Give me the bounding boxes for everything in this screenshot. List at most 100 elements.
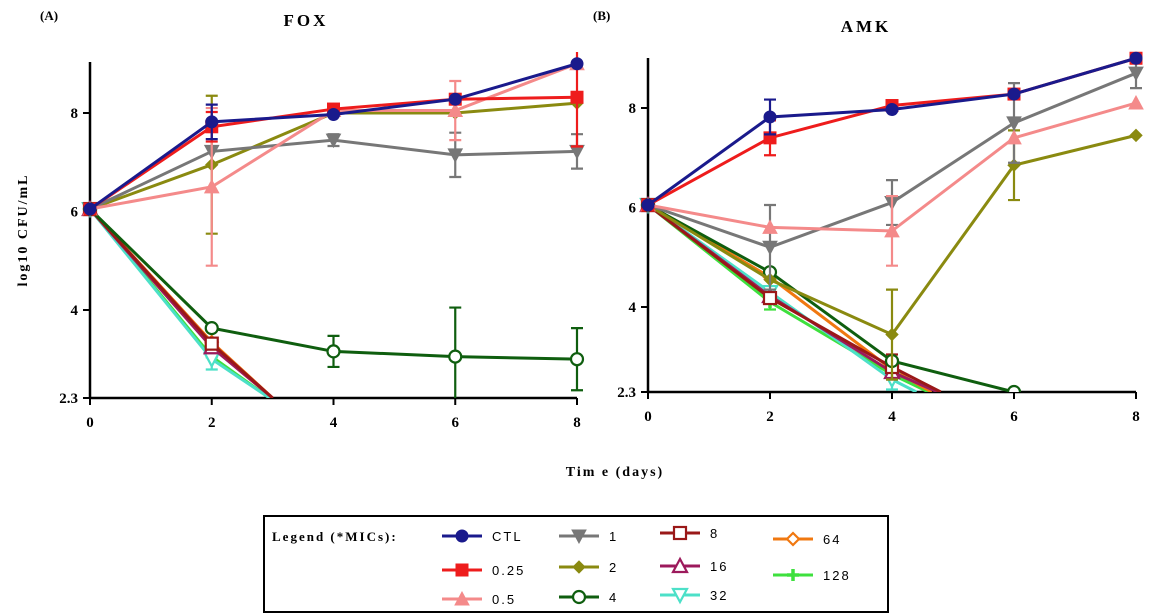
legend-item-8: 8 (660, 525, 719, 541)
panel-0-series-4-point (204, 321, 219, 336)
panel-1-series-0.5-point (884, 222, 900, 238)
legend-swatch-marker (455, 529, 469, 543)
panel-1-series-0.5 (640, 94, 1144, 267)
panel-1-series-1-point (1128, 66, 1144, 82)
panel-0-x-tick-label: 4 (330, 415, 338, 431)
panel-1-series-CTL-point (1007, 87, 1021, 101)
legend-item-0.25: 0.25 (442, 563, 525, 578)
panel-b-title: AMK (841, 17, 892, 36)
panel-1-x-tick-label: 2 (766, 409, 774, 425)
panel-0-x-tick-label: 6 (452, 415, 460, 431)
legend-item-64: 64 (773, 531, 841, 547)
panel-0-series-1 (82, 131, 585, 218)
panel-0-series-CTL-point (448, 92, 462, 106)
panel-1-series-0.5-point (1006, 129, 1022, 145)
legend-item-label: 4 (609, 590, 618, 605)
panel-0-series-1-point (447, 148, 464, 163)
legend-item-label: 32 (710, 588, 728, 603)
panel-1-series-8-line (647, 203, 942, 392)
panel-a-title: FOX (284, 11, 329, 30)
legend-item-1: 1 (559, 529, 618, 545)
legend-swatch-marker (454, 590, 470, 606)
panel-b-plot: 0 2 4 6 8 2.3 4 6 8 (617, 51, 1144, 425)
panel-0-series-0.25-point (570, 90, 584, 104)
panel-1-series-4-point (1006, 384, 1022, 392)
panel-a-plot: 0 2 4 6 8 2.3 4 6 8 (59, 52, 585, 431)
legend-item-16: 16 (660, 556, 728, 574)
panel-0-series-CTL-point (327, 107, 340, 121)
panel-0-series-1-point (325, 133, 342, 149)
panel-0-series-CTL-point (83, 202, 97, 216)
panel-0-series-0.5-point (203, 178, 220, 194)
panel-0-x-tick-label: 0 (86, 415, 94, 431)
panel-1-series-8-point (762, 290, 778, 306)
panel-0-x-tick-label: 2 (208, 415, 216, 431)
legend-item-label: 16 (710, 559, 728, 574)
panel-a-label: (A) (40, 8, 58, 23)
panel-1-series-CTL-point (641, 198, 655, 212)
legend-title: Legend (*MICs): (272, 529, 398, 544)
panel-1-x-tick-label: 0 (644, 409, 652, 425)
y-axis-label: log10 CFU/mL (16, 173, 31, 286)
panel-1-series-CTL (641, 51, 1143, 212)
panel-0-series-1-line (89, 138, 578, 211)
legend-item-label: 128 (823, 568, 851, 583)
legend-items: CTL 0.25 0.5 1 2 4 8 16 32 64 128 (442, 525, 851, 607)
panel-0-series-4-point (569, 352, 585, 367)
panel-0-y-tick-label: 2.3 (59, 391, 78, 407)
legend-item-label: 2 (609, 560, 618, 575)
legend-item-label: 0.25 (492, 563, 525, 578)
panel-1-series-CTL-point (885, 102, 899, 116)
panel-1-y-tick-label: 8 (629, 101, 637, 117)
panel-1-x-tick-label: 6 (1010, 409, 1018, 425)
panel-1-series-1-point (1006, 116, 1022, 131)
legend-item-4: 4 (559, 589, 618, 605)
panel-0-y-tick-label: 4 (71, 303, 79, 319)
panel-0-y-tick-label: 8 (71, 106, 79, 122)
panel-1-series-2-point (1129, 128, 1143, 143)
panel-1-y-tick-label: 4 (629, 300, 637, 316)
legend-item-2: 2 (559, 560, 618, 575)
panel-1-series-128-line (647, 203, 930, 392)
legend-swatch-marker (455, 563, 469, 577)
legend-swatch-marker (671, 556, 689, 574)
legend-swatch-marker (787, 569, 799, 581)
legend-item-label: CTL (492, 529, 523, 544)
legend-item-label: 64 (823, 532, 841, 547)
legend-item-128: 128 (773, 568, 851, 583)
panel-0-y-tick-label: 6 (71, 205, 79, 221)
panel-0-series-0.25 (83, 52, 584, 216)
panel-0-x-tick-label: 8 (573, 415, 581, 431)
legend-item-0.5: 0.5 (442, 590, 514, 607)
panel-0-series-4-point (326, 344, 341, 359)
panel-1-x-tick-label: 4 (888, 409, 896, 425)
panel-1-series-CTL-point (1129, 51, 1143, 65)
legend-swatch-marker (672, 525, 688, 541)
panel-0-series-4 (82, 201, 585, 398)
panel-1-series-1-point (762, 240, 778, 256)
panel-1-series-0.5-point (1128, 94, 1144, 110)
legend-item-CTL: CTL (442, 529, 523, 544)
legend-item-label: 1 (609, 529, 618, 544)
panel-1-y-tick-label: 6 (629, 201, 637, 217)
panel-0-series-8-point (204, 336, 219, 351)
legend-item-label: 8 (710, 526, 719, 541)
panel-1-series-CTL-point (763, 110, 777, 124)
panel-b-label: (B) (593, 8, 610, 23)
panel-0-series-4-point (448, 349, 463, 364)
panel-0-series-CTL-point (205, 115, 219, 129)
legend-swatch-marker (571, 529, 587, 545)
legend-swatch-marker (572, 560, 586, 574)
panel-1-series-4-line (647, 203, 1015, 392)
legend-swatch-marker (671, 587, 689, 605)
panel-1-series-0.5-point (762, 219, 778, 234)
legend: Legend (*MICs): CTL 0.25 0.5 1 2 4 8 16 32 64 128 (263, 515, 889, 613)
panel-b: (B) AMK 0 2 4 6 8 2.3 4 6 8 (593, 8, 1144, 425)
legend-swatch-marker (785, 531, 801, 547)
panel-1-x-tick-label: 8 (1132, 409, 1140, 425)
panel-1-y-tick-label: 2.3 (617, 385, 636, 401)
legend-item-32: 32 (660, 587, 728, 605)
panel-a: (A) FOX 0 2 4 6 8 2.3 4 6 8 (40, 8, 585, 431)
panel-1-series-2-point (885, 327, 899, 342)
